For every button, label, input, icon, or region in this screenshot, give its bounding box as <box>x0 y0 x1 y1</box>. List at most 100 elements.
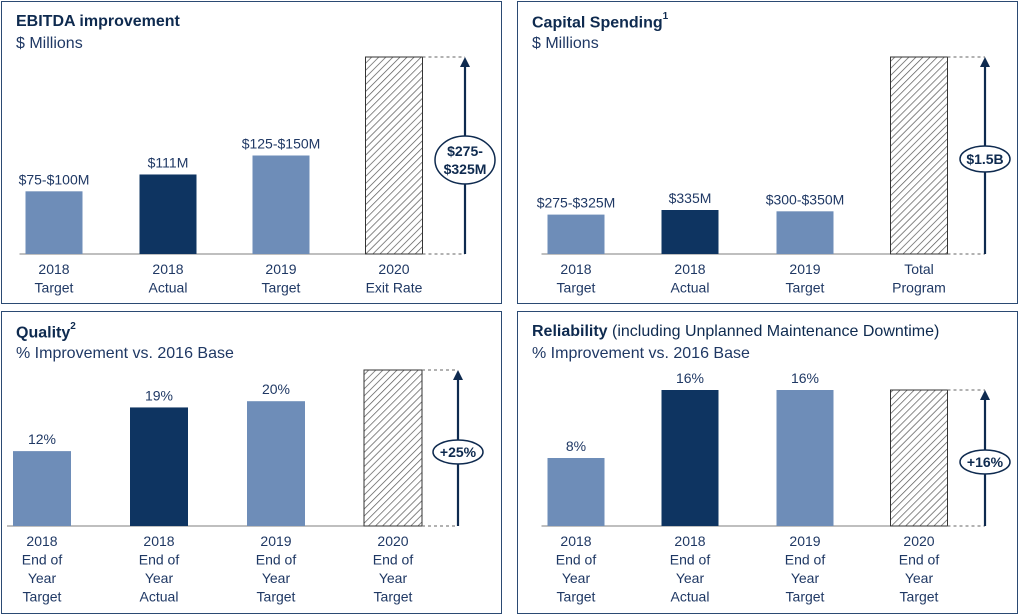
category-label: 2019 <box>789 261 820 277</box>
category-label: 2018 <box>560 533 591 549</box>
category-label: End of <box>373 552 414 568</box>
bar-1 <box>547 214 605 254</box>
bar-3 <box>776 211 834 254</box>
value-label: $275-$325M <box>537 195 616 211</box>
category-label: Actual <box>671 280 710 296</box>
category-label: Target <box>900 589 939 605</box>
bar-1 <box>13 451 71 526</box>
value-label: 12% <box>28 431 56 447</box>
bar-2 <box>661 390 719 526</box>
category-label: Target <box>35 280 74 296</box>
annotation-badge <box>959 449 1011 475</box>
panel-subtitle: $ Millions <box>16 35 83 52</box>
annotation-text: $325M <box>444 161 487 177</box>
category-label: 2020 <box>377 533 408 549</box>
category-label: End of <box>556 552 597 568</box>
category-label: Total <box>904 261 934 277</box>
value-label: 19% <box>145 387 173 403</box>
capital-spending-panel: Capital Spending1 $ Millions $275-$325M 2… <box>517 1 1018 304</box>
growth-arrow-icon <box>980 390 990 400</box>
category-label: Target <box>374 589 413 605</box>
bar-4 <box>363 369 423 527</box>
annotation-badge <box>432 439 484 465</box>
category-label: Target <box>557 280 596 296</box>
annotation-text: $1.5B <box>966 151 1003 167</box>
quality-chart: 12% 2018 End of Year Target 19% 2018 End of Year… <box>7 369 484 605</box>
category-label: 2019 <box>265 261 296 277</box>
annotation-text: +16% <box>967 454 1004 470</box>
bar-1 <box>25 191 83 254</box>
category-label: Exit Rate <box>366 280 423 296</box>
ebitda-panel: EBITDA improvement $ Millions $75-$100M 2… <box>1 1 502 304</box>
value-label: $300-$350M <box>766 191 845 207</box>
bar-4 <box>890 56 948 255</box>
category-label: Year <box>562 570 591 586</box>
bar-2 <box>661 210 719 254</box>
value-label: 20% <box>262 381 290 397</box>
category-label: Target <box>262 280 301 296</box>
value-label: 8% <box>566 438 586 454</box>
panel-subtitle: % Improvement vs. 2016 Base <box>16 345 234 362</box>
category-label: 2018 <box>143 533 174 549</box>
category-label: Target <box>257 589 296 605</box>
bar-1 <box>547 458 605 526</box>
value-label: 16% <box>676 370 704 386</box>
category-label: 2018 <box>26 533 57 549</box>
annotation-text: +25% <box>440 444 477 460</box>
category-label: End of <box>670 552 711 568</box>
panel-title: Capital Spending1 <box>532 11 669 32</box>
category-label: End of <box>139 552 180 568</box>
value-label: $335M <box>669 190 712 206</box>
category-label: Target <box>557 589 596 605</box>
value-label: $111M <box>148 154 189 170</box>
capital-spending-chart: $275-$325M 2018 Target $335M 2018 Actual $300-… <box>537 56 1011 296</box>
category-label: Year <box>262 570 291 586</box>
category-label: 2018 <box>674 533 705 549</box>
category-label: Year <box>791 570 820 586</box>
bar-4 <box>365 56 423 255</box>
value-label: $125-$150M <box>242 136 321 152</box>
panel-title: EBITDA improvement <box>16 13 180 30</box>
category-label: Actual <box>149 280 188 296</box>
category-label: 2019 <box>789 533 820 549</box>
annotation-badge <box>434 135 496 185</box>
footnote-marker: 2 <box>70 321 76 332</box>
category-label: Actual <box>140 589 179 605</box>
quality-panel: Quality2 % Improvement vs. 2016 Base 12%… <box>1 311 502 614</box>
footnote-marker: 1 <box>662 11 669 22</box>
category-label: Year <box>905 570 934 586</box>
category-label: 2018 <box>560 261 591 277</box>
category-label: Target <box>23 589 62 605</box>
annotation-badge <box>959 145 1011 173</box>
category-label: Year <box>676 570 705 586</box>
reliability-chart: 8% 2018 End of Year Target 16% 2018 End of Year A… <box>541 370 1011 605</box>
category-label: 2020 <box>378 261 409 277</box>
category-label: End of <box>22 552 63 568</box>
panel-title-note: (including Unplanned Maintenance Downtim… <box>607 323 940 340</box>
category-label: Year <box>145 570 174 586</box>
bar-3 <box>252 155 310 254</box>
category-label: Actual <box>671 589 710 605</box>
category-label: End of <box>899 552 940 568</box>
category-label: 2020 <box>903 533 934 549</box>
category-label: End of <box>785 552 826 568</box>
bar-2 <box>130 407 188 526</box>
annotation-text: $275- <box>447 143 483 159</box>
category-label: Program <box>892 280 946 296</box>
category-label: 2018 <box>152 261 183 277</box>
panel-subtitle: % Improvement vs. 2016 Base <box>532 345 750 362</box>
bar-2 <box>139 174 197 254</box>
category-label: End of <box>256 552 297 568</box>
category-label: 2018 <box>674 261 705 277</box>
category-label: Target <box>786 589 825 605</box>
bar-4 <box>890 389 948 527</box>
growth-arrow-icon <box>453 370 463 380</box>
growth-arrow-icon <box>460 57 470 67</box>
bar-3 <box>247 401 305 526</box>
category-label: Target <box>786 280 825 296</box>
growth-arrow-icon <box>980 57 990 67</box>
category-label: 2018 <box>38 261 69 277</box>
panel-title: Reliability (including Unplanned Mainten… <box>532 323 940 340</box>
value-label: $75-$100M <box>19 171 90 187</box>
reliability-panel: Reliability (including Unplanned Mainten… <box>517 311 1018 614</box>
